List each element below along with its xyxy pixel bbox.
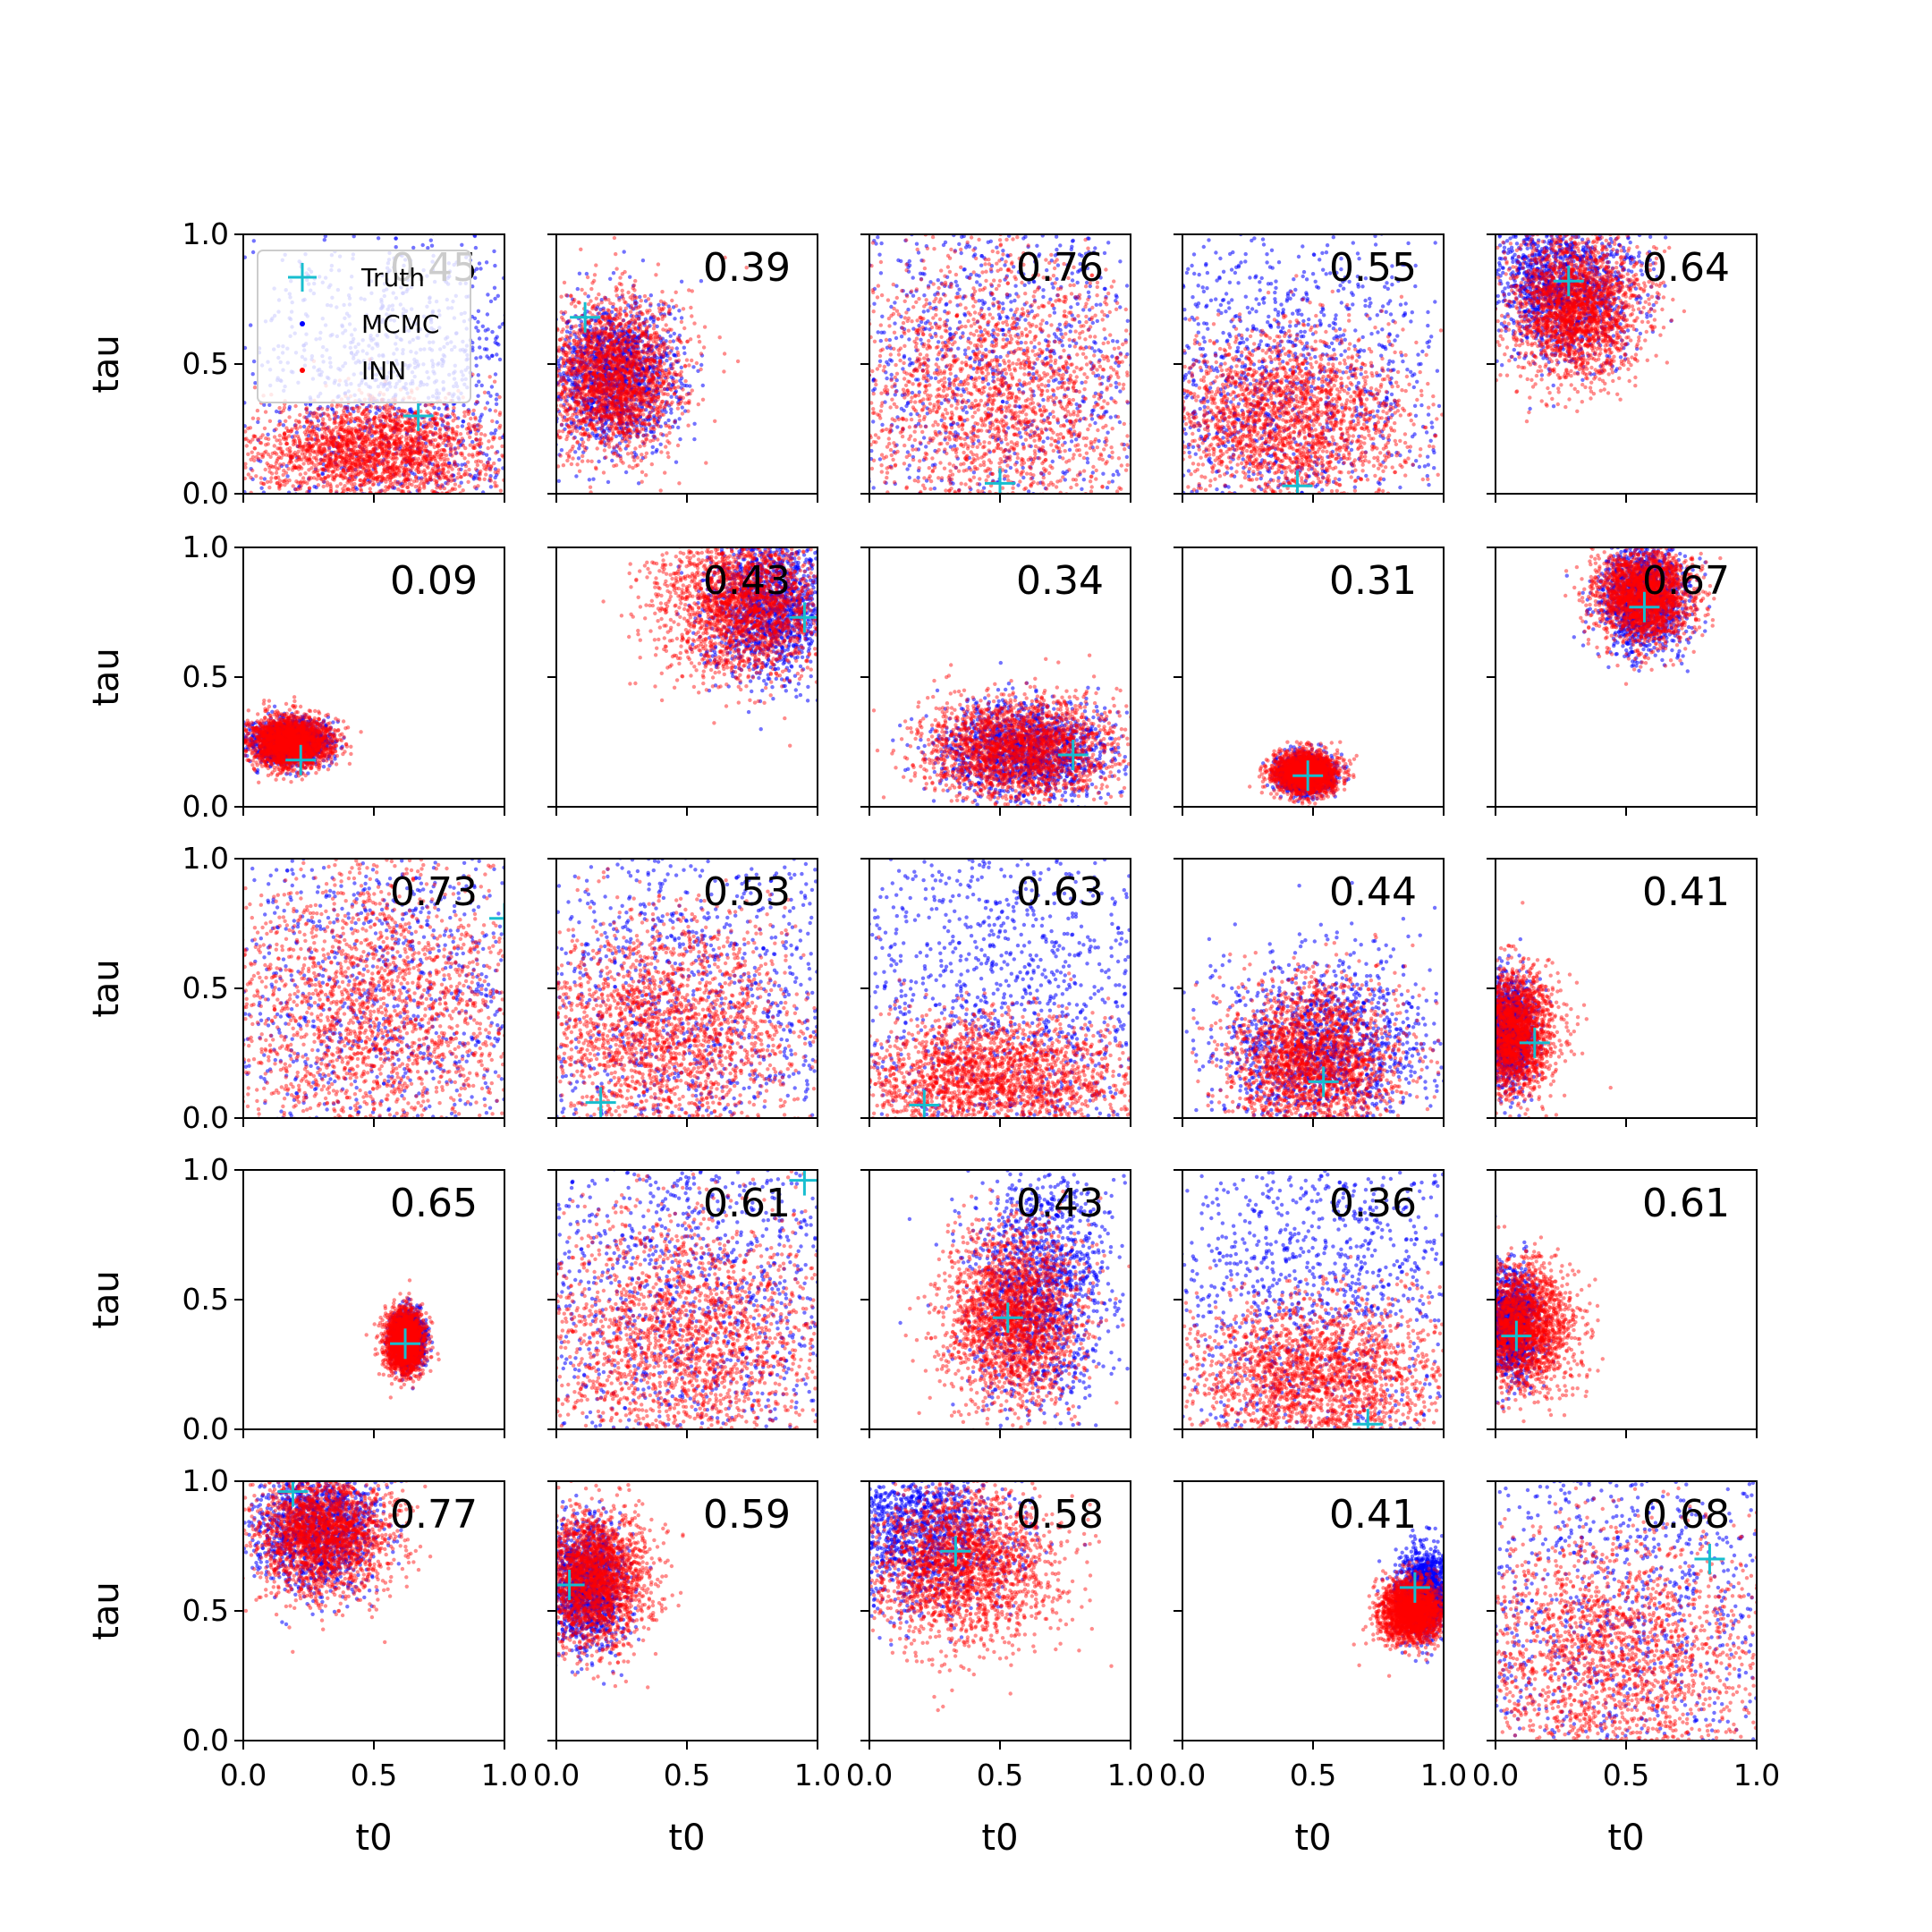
x-axis-label: t0 <box>1607 1818 1644 1859</box>
x-axis-label: t0 <box>668 1818 705 1859</box>
x-tick-label: 0.5 <box>351 1758 397 1792</box>
x-tick-label: 0.0 <box>533 1758 580 1792</box>
x-tick-label: 0.5 <box>1603 1758 1649 1792</box>
y-tick-label: 0.0 <box>182 476 229 511</box>
panel-value-label: 0.43 <box>1016 1181 1104 1226</box>
x-axis-label: t0 <box>355 1818 392 1859</box>
legend-inn-marker <box>300 368 305 373</box>
panel-value-label: 0.61 <box>703 1181 791 1226</box>
x-tick-label: 1.0 <box>1420 1758 1467 1792</box>
y-tick-label: 0.5 <box>182 970 229 1005</box>
y-tick-label: 0.0 <box>182 1411 229 1446</box>
y-axis-label: tau <box>86 648 127 707</box>
x-tick-label: 1.0 <box>481 1758 528 1792</box>
y-tick-label: 0.0 <box>182 789 229 824</box>
panel-value-label: 0.53 <box>703 869 791 915</box>
y-axis-label: tau <box>86 1581 127 1640</box>
y-tick-label: 0.0 <box>182 1723 229 1758</box>
panel-value-label: 0.58 <box>1016 1492 1104 1538</box>
panel-value-label: 0.41 <box>1642 869 1730 915</box>
y-tick-label: 0.5 <box>182 1282 229 1317</box>
y-tick-label: 0.5 <box>182 346 229 381</box>
panel-value-label: 0.39 <box>703 245 791 291</box>
legend-label-inn: INN <box>361 356 406 386</box>
panel-value-label: 0.68 <box>1642 1492 1730 1538</box>
x-tick-label: 0.0 <box>220 1758 267 1792</box>
y-tick-label: 1.0 <box>182 841 229 876</box>
legend-label-truth: Truth <box>360 263 425 292</box>
legend-mcmc-marker <box>300 321 305 326</box>
legend: Truth MCMC INN <box>258 250 470 402</box>
x-tick-label: 1.0 <box>1107 1758 1154 1792</box>
y-axis-label: tau <box>86 959 127 1018</box>
y-axis-label: tau <box>86 1270 127 1329</box>
panel-value-label: 0.61 <box>1642 1181 1730 1226</box>
x-tick-label: 0.0 <box>846 1758 893 1792</box>
panel-value-label: 0.64 <box>1642 245 1730 291</box>
x-tick-label: 0.5 <box>977 1758 1023 1792</box>
x-tick-label: 1.0 <box>794 1758 841 1792</box>
x-axis-label: t0 <box>981 1818 1018 1859</box>
panel-value-label: 0.59 <box>703 1492 791 1538</box>
panel-value-label: 0.09 <box>390 558 478 604</box>
legend-label-mcmc: MCMC <box>361 309 439 339</box>
panel-value-label: 0.44 <box>1329 869 1417 915</box>
x-tick-label: 0.0 <box>1472 1758 1519 1792</box>
x-tick-label: 1.0 <box>1733 1758 1780 1792</box>
panel-value-label: 0.36 <box>1329 1181 1417 1226</box>
x-tick-label: 0.5 <box>1290 1758 1336 1792</box>
x-axis-label: t0 <box>1294 1818 1331 1859</box>
panel-value-label: 0.34 <box>1016 558 1104 604</box>
panel-value-label: 0.31 <box>1329 558 1417 604</box>
x-tick-label: 0.5 <box>664 1758 710 1792</box>
panel-value-label: 0.63 <box>1016 869 1104 915</box>
y-tick-label: 1.0 <box>182 1152 229 1187</box>
y-tick-label: 0.0 <box>182 1100 229 1135</box>
y-tick-label: 0.5 <box>182 659 229 694</box>
panel-value-label: 0.73 <box>390 869 478 915</box>
panel-value-label: 0.76 <box>1016 245 1104 291</box>
y-tick-label: 1.0 <box>182 1463 229 1498</box>
panel-value-label: 0.77 <box>390 1492 478 1538</box>
panel-value-label: 0.67 <box>1642 558 1730 604</box>
y-tick-label: 1.0 <box>182 530 229 564</box>
panel-value-label: 0.41 <box>1329 1492 1417 1538</box>
panel-value-label: 0.65 <box>390 1181 478 1226</box>
x-tick-label: 0.0 <box>1159 1758 1206 1792</box>
y-tick-label: 1.0 <box>182 216 229 251</box>
panel-value-label: 0.43 <box>703 558 791 604</box>
y-axis-label: tau <box>86 335 127 394</box>
y-tick-label: 0.5 <box>182 1593 229 1628</box>
panel-value-label: 0.55 <box>1329 245 1417 291</box>
